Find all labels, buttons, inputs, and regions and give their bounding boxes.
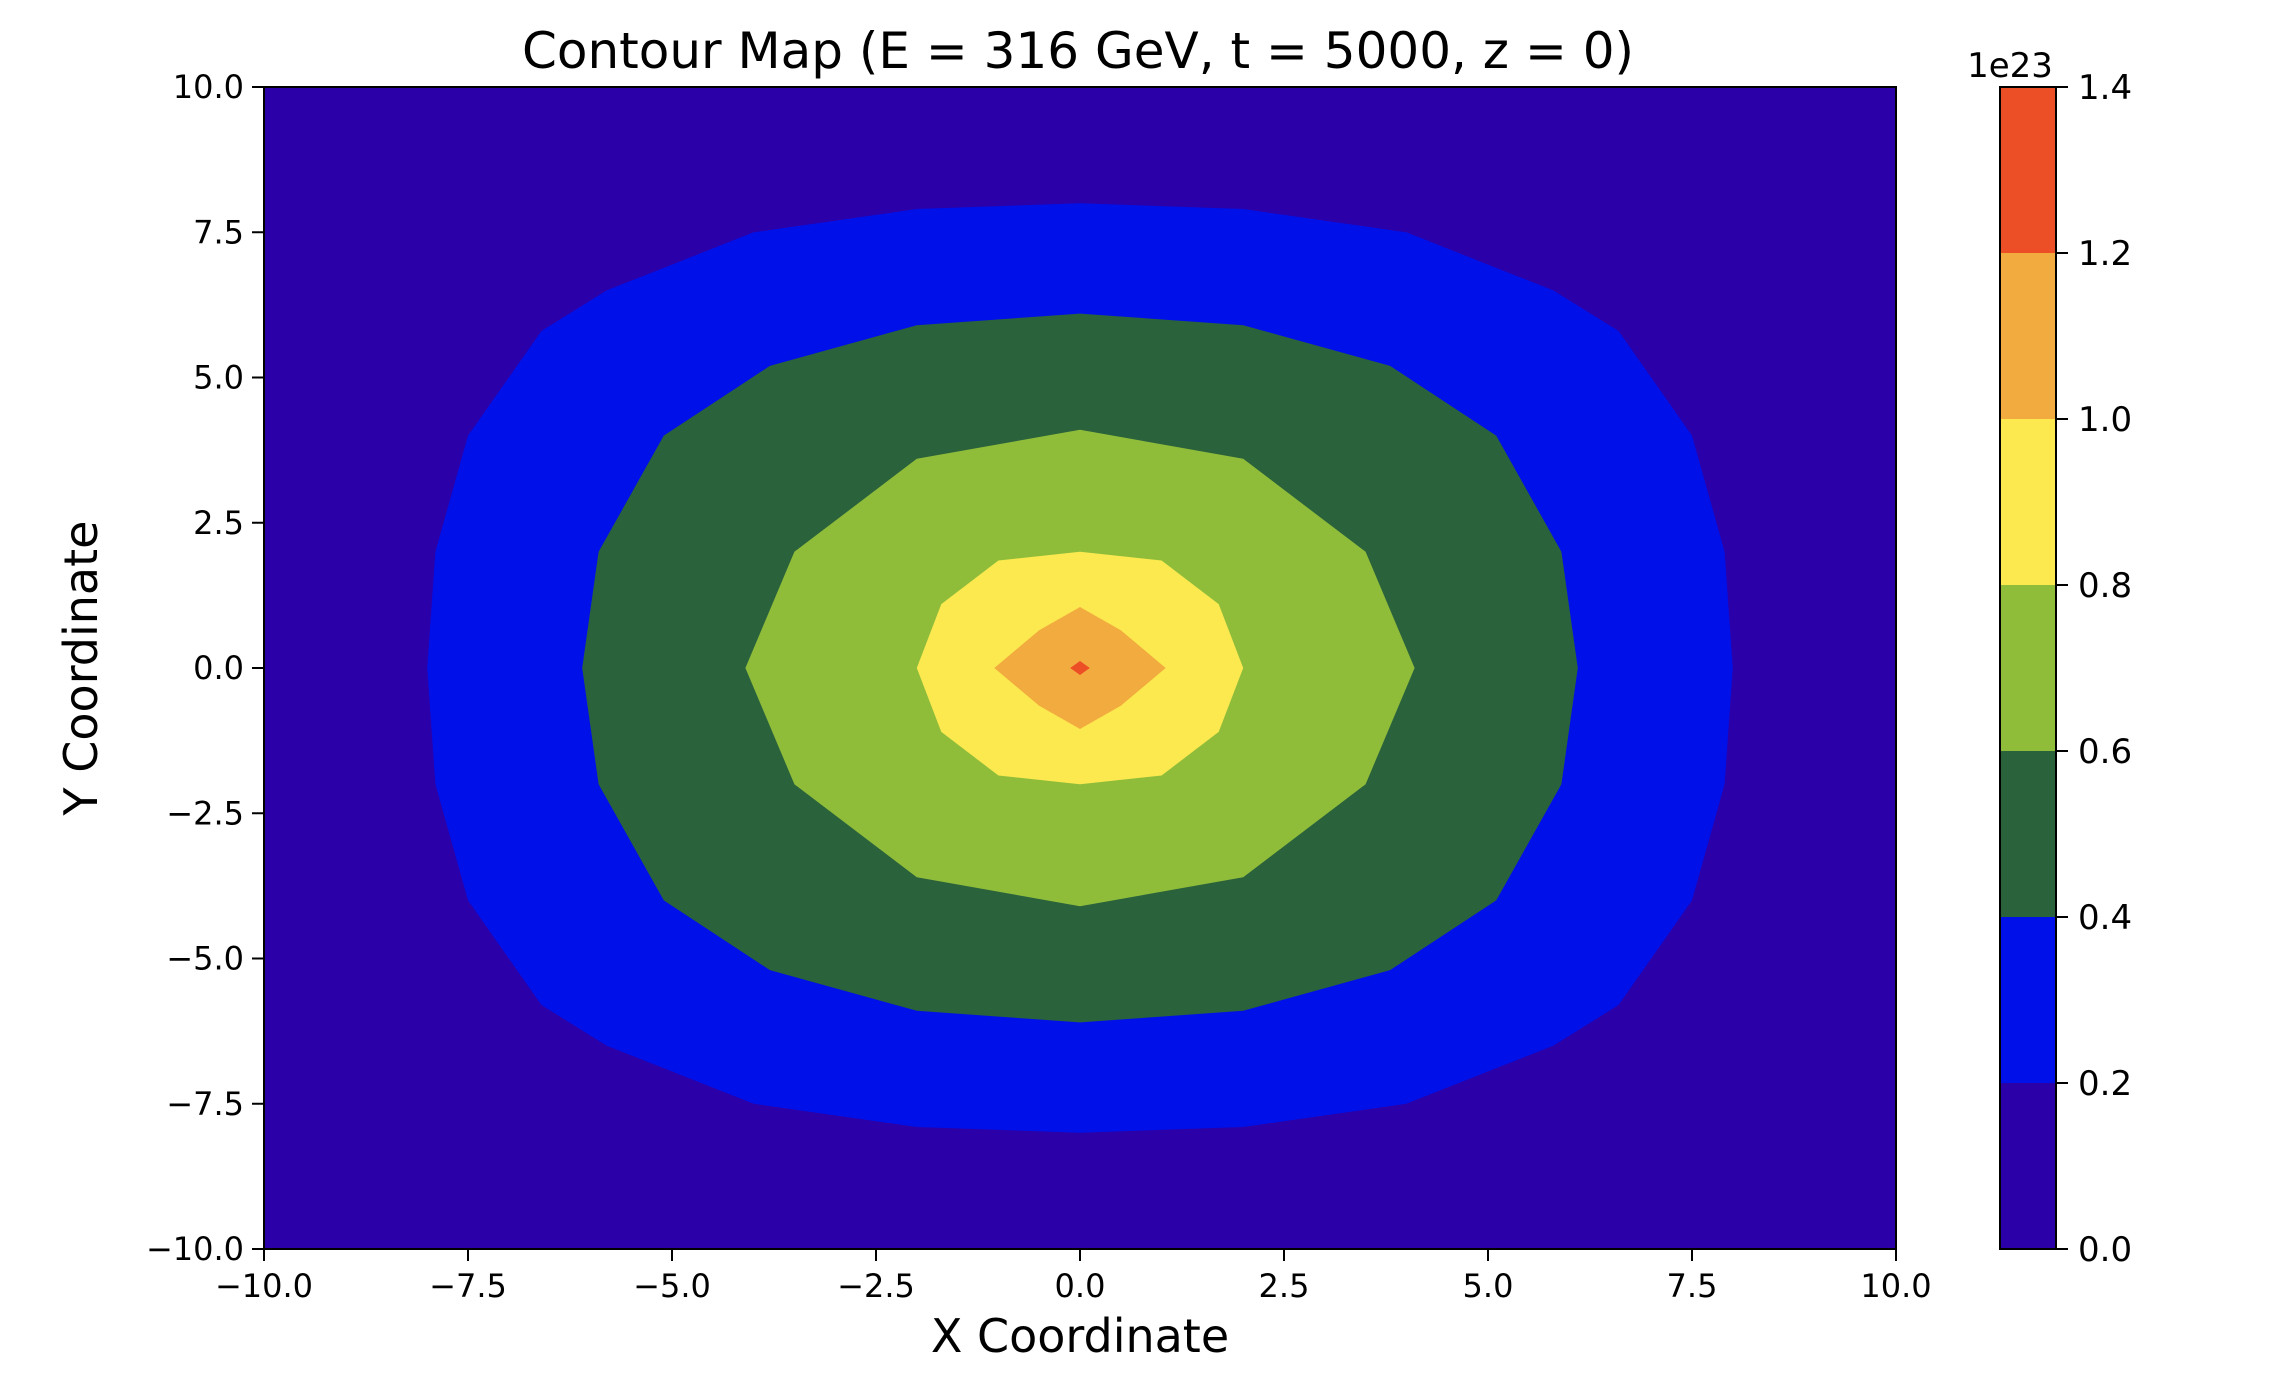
y-tick-label: 7.5	[193, 213, 244, 251]
x-axis-label: X Coordinate	[931, 1309, 1229, 1363]
colorbar-segment-0	[2000, 1083, 2056, 1249]
colorbar-frame	[1999, 86, 2057, 1250]
colorbar-ticks: 0.0 0.2 0.4 0.6 0.8 1.0 1.2 1.4	[2056, 68, 2132, 1270]
x-tick-label: 5.0	[1463, 1267, 1514, 1305]
y-tick-label: −5.0	[166, 940, 244, 978]
colorbar-tick-label: 0.6	[2078, 732, 2132, 772]
colorbar-segment-5	[2000, 253, 2056, 419]
colorbar-tick-label: 0.0	[2078, 1230, 2132, 1270]
colorbar-segment-3	[2000, 585, 2056, 751]
colorbar-segment-2	[2000, 751, 2056, 917]
x-tick-label: −2.5	[837, 1267, 915, 1305]
colorbar-tick-label: 1.4	[2078, 68, 2132, 108]
y-axis-label: Y Coordinate	[54, 521, 108, 817]
y-tick-label: 5.0	[193, 359, 244, 397]
plot-area	[264, 87, 1896, 1249]
contour-band-6	[1070, 661, 1090, 675]
x-tick-label: −10.0	[215, 1267, 313, 1305]
colorbar-exponent: 1e23	[1967, 46, 2053, 86]
colorbar-tick-label: 0.8	[2078, 566, 2132, 606]
y-tick-label: 0.0	[193, 649, 244, 687]
y-tick-label: −7.5	[166, 1085, 244, 1123]
colorbar-segment-1	[2000, 917, 2056, 1083]
y-tick-label: 2.5	[193, 504, 244, 542]
y-tick-label: 10.0	[173, 68, 244, 106]
y-axis-ticks: −10.0 −7.5 −5.0 −2.5 0.0 2.5 5.0 7.5 10.0	[146, 68, 264, 1268]
x-axis-ticks: −10.0 −7.5 −5.0 −2.5 0.0 2.5 5.0 7.5 10.0	[215, 1249, 1932, 1305]
colorbar-tick-label: 0.4	[2078, 898, 2132, 938]
y-tick-label: −10.0	[146, 1230, 244, 1268]
colorbar-segment-6	[2000, 87, 2056, 253]
x-tick-label: −7.5	[429, 1267, 507, 1305]
x-tick-label: 2.5	[1259, 1267, 1310, 1305]
y-tick-label: −2.5	[166, 794, 244, 832]
colorbar-tick-label: 1.0	[2078, 400, 2132, 440]
colorbar-tick-label: 0.2	[2078, 1064, 2132, 1104]
chart-title: Contour Map (E = 316 GeV, t = 5000, z = …	[522, 22, 1634, 80]
x-tick-label: −5.0	[633, 1267, 711, 1305]
x-tick-label: 0.0	[1055, 1267, 1106, 1305]
colorbar-tick-label: 1.2	[2078, 234, 2132, 274]
x-tick-label: 7.5	[1667, 1267, 1718, 1305]
colorbar-segment-4	[2000, 419, 2056, 585]
colorbar	[2000, 87, 2056, 1249]
x-tick-label: 10.0	[1860, 1267, 1931, 1305]
